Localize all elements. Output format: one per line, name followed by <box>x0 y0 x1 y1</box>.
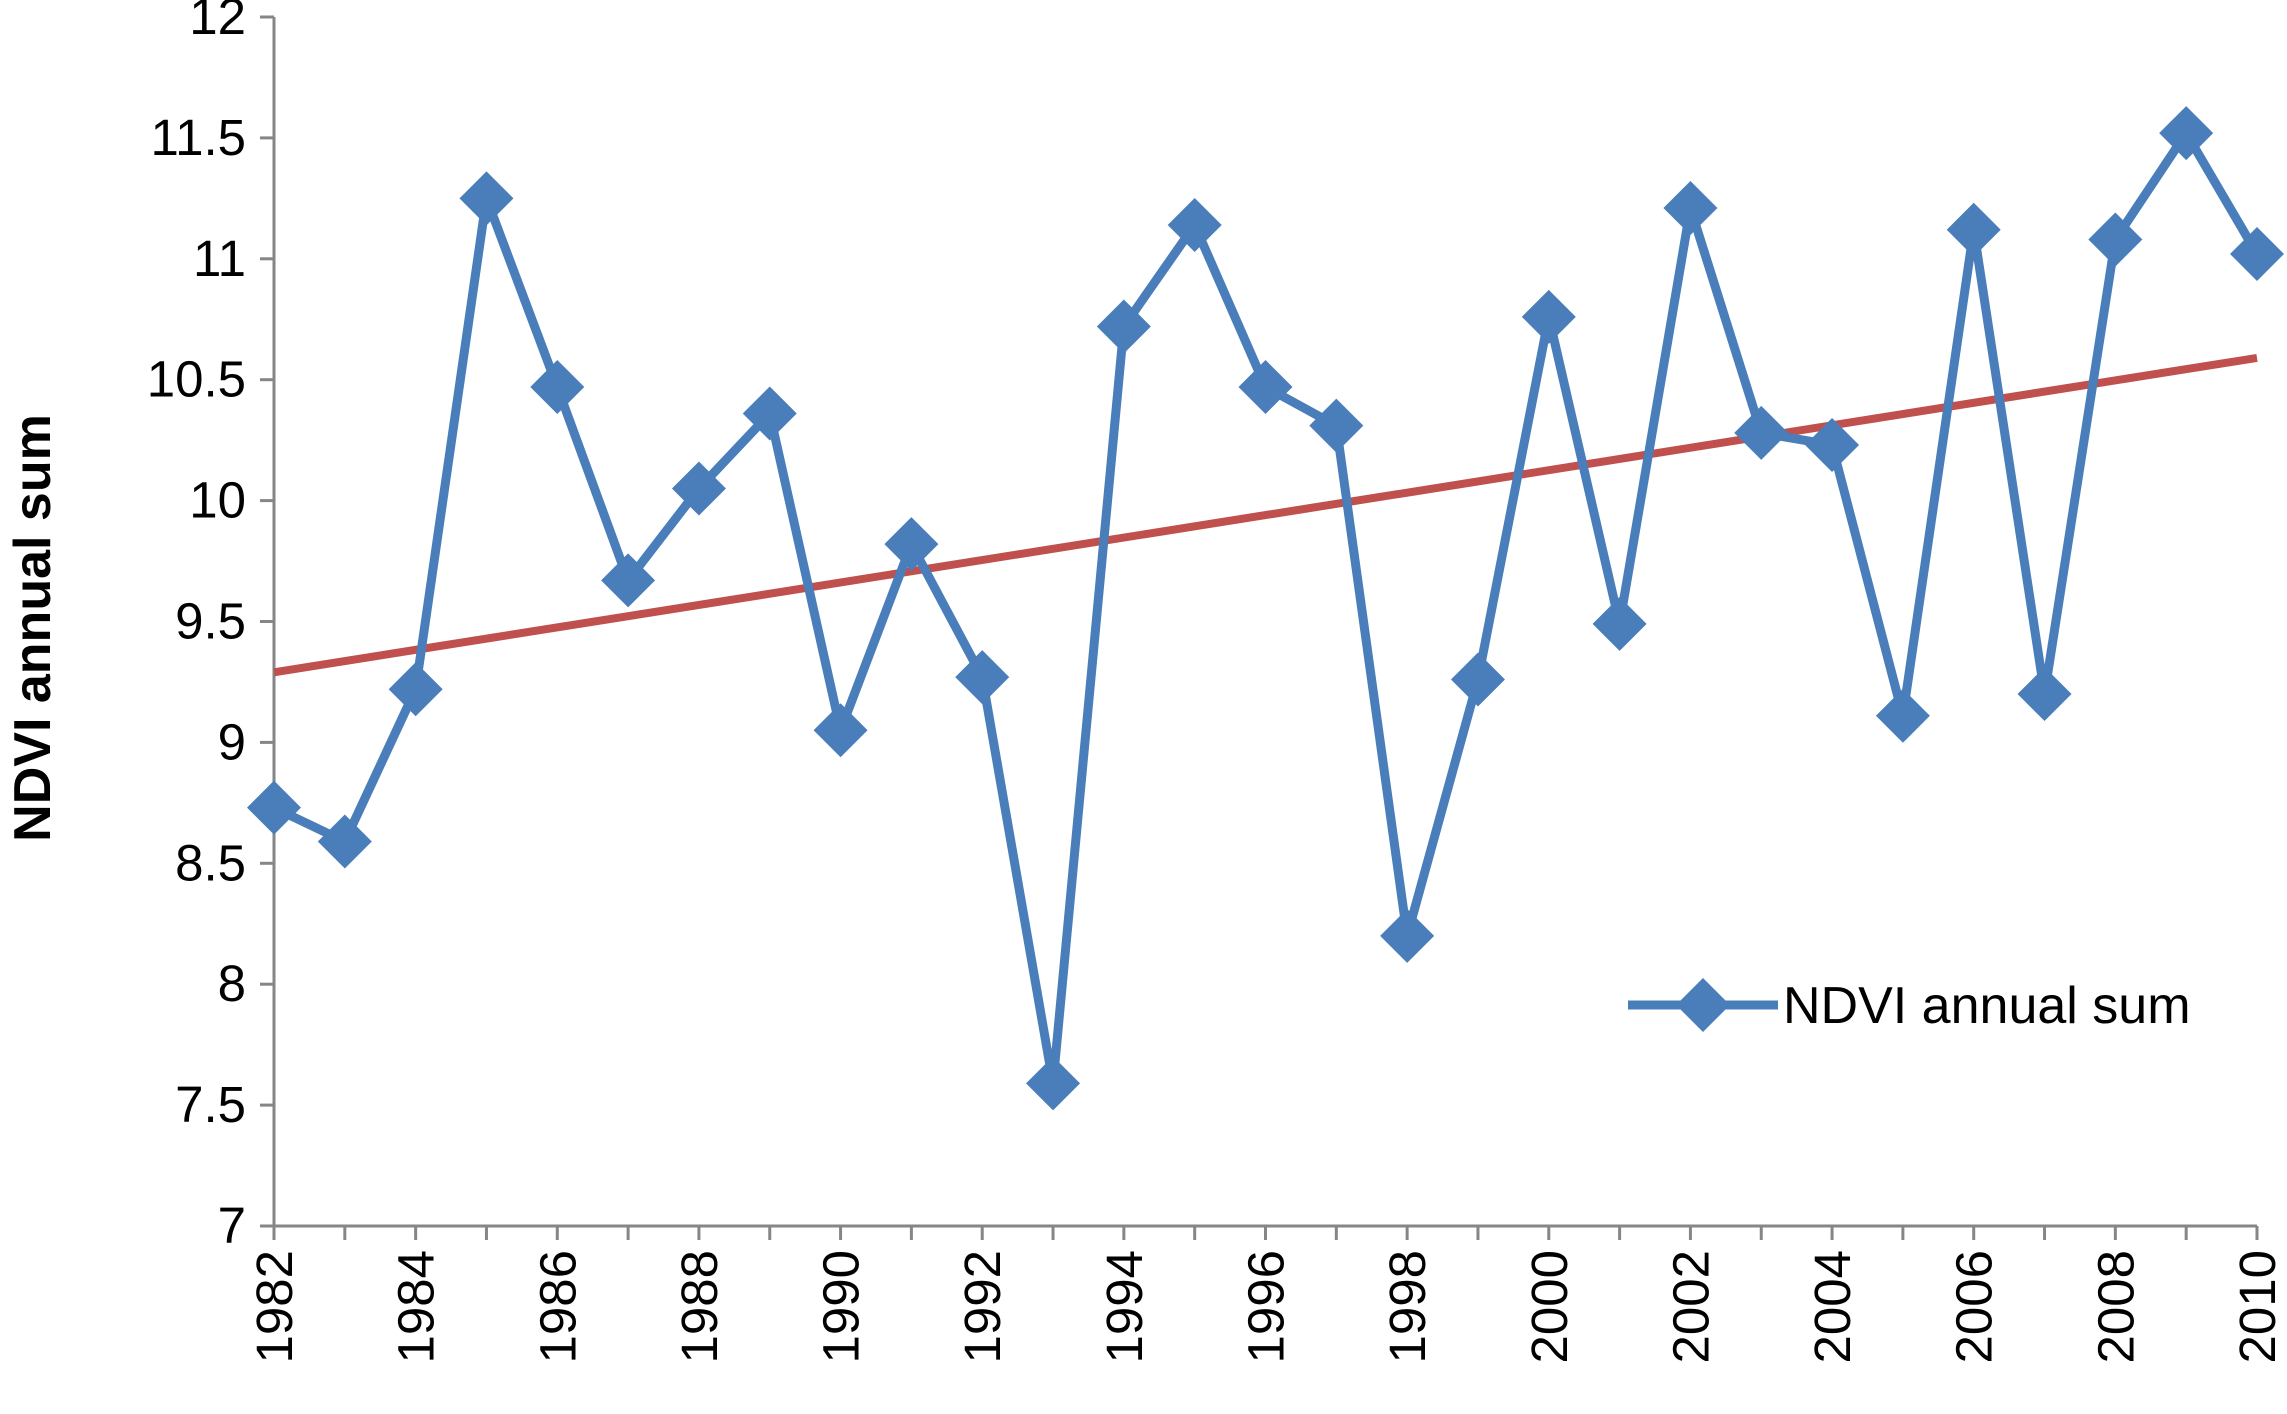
x-tick-label: 2006 <box>1946 1250 2003 1363</box>
data-point-marker <box>459 171 514 226</box>
data-point-marker <box>601 553 656 608</box>
data-point-marker <box>1805 417 1860 472</box>
y-tick-label: 12 <box>189 0 246 45</box>
data-point-marker <box>813 703 868 758</box>
y-tick-label: 9.5 <box>175 593 246 650</box>
series-line <box>272 128 2261 1088</box>
x-tick-label: 1996 <box>1238 1250 1295 1363</box>
data-point-marker <box>1734 405 1789 460</box>
x-tick-label: 1986 <box>529 1250 586 1363</box>
y-tick-label: 7.5 <box>175 1076 246 1133</box>
data-point-marker <box>1167 197 1222 252</box>
y-axis-title: NDVI annual sum <box>4 414 62 842</box>
x-tick-label: 1982 <box>246 1250 303 1363</box>
y-tick-label: 8 <box>218 955 246 1012</box>
data-point-marker <box>2088 212 2143 267</box>
x-tick-label: 2008 <box>2087 1250 2144 1363</box>
x-tick-label: 1988 <box>671 1250 728 1363</box>
data-point-marker <box>1521 289 1576 344</box>
legend-marker <box>1676 978 1730 1032</box>
data-point-marker <box>1875 688 1930 743</box>
y-tick-label: 11 <box>193 230 246 287</box>
x-tick-label: 2002 <box>1662 1250 1719 1363</box>
data-point-marker <box>388 662 443 717</box>
x-tick-label: 1992 <box>954 1250 1011 1363</box>
data-point-marker <box>884 517 939 572</box>
y-tick-label: 8.5 <box>175 834 246 891</box>
y-tick-label: 7 <box>218 1197 246 1254</box>
data-point-marker <box>1450 652 1505 707</box>
data-point-marker <box>955 650 1010 705</box>
x-tick-label: 1984 <box>388 1250 445 1363</box>
trendline <box>273 353 2258 677</box>
data-point-marker <box>2017 667 2072 722</box>
data-point-marker <box>1238 359 1293 414</box>
x-tick-label: 2000 <box>1521 1250 1578 1363</box>
y-tick-label: 10.5 <box>147 351 246 408</box>
y-tick-label: 10 <box>189 472 246 529</box>
data-point-marker <box>317 814 372 869</box>
data-point-marker <box>1946 202 2001 257</box>
x-tick-label: 1990 <box>813 1250 870 1363</box>
data-point-marker <box>1026 1056 1081 1111</box>
data-point-marker <box>671 461 726 516</box>
legend-label: NDVI annual sum <box>1783 977 2191 1035</box>
data-point-marker <box>247 780 301 835</box>
x-tick-label: 2004 <box>1804 1250 1861 1363</box>
y-tick-label: 9 <box>218 713 246 770</box>
data-point-marker <box>1592 596 1647 651</box>
data-point-marker <box>1309 398 1364 453</box>
x-tick-label: 1994 <box>1096 1250 1153 1363</box>
x-tick-label: 2010 <box>2229 1250 2286 1363</box>
x-tick-label: 1998 <box>1379 1250 1436 1363</box>
y-tick-label: 11.5 <box>151 109 246 166</box>
data-point-marker <box>1380 908 1435 963</box>
data-point-marker <box>1663 181 1718 236</box>
data-point-marker <box>2230 226 2284 281</box>
data-point-marker <box>530 359 585 414</box>
data-point-marker <box>742 386 797 441</box>
data-point-marker <box>2159 106 2214 161</box>
data-point-marker <box>1096 299 1151 354</box>
